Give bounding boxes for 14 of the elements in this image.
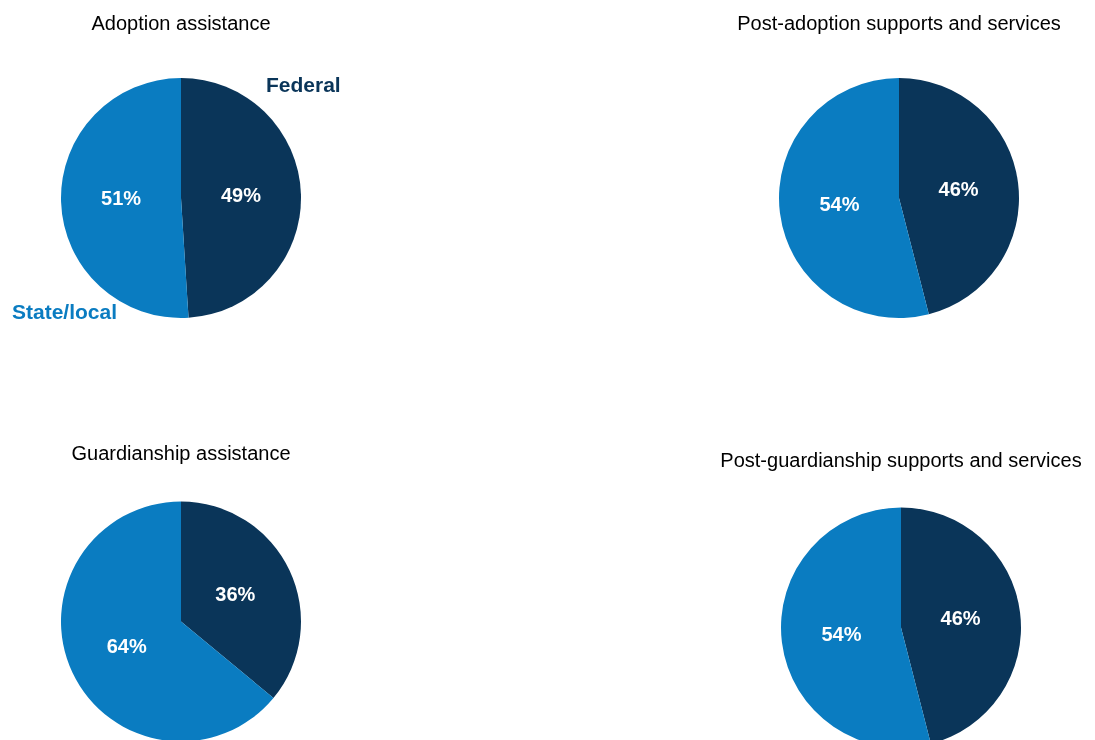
chart-title: Guardianship assistance <box>71 441 291 464</box>
data-label: 49% <box>220 183 262 206</box>
data-label: 54% <box>821 622 862 645</box>
data-label: 36% <box>215 583 256 606</box>
slice-label: Federal <box>265 73 341 97</box>
data-label: 54% <box>819 193 860 216</box>
data-label: 46% <box>938 178 979 200</box>
slice-label: State/local <box>12 299 118 323</box>
data-label: 64% <box>106 634 147 657</box>
chart-title: Post-guardianship supports and services <box>720 448 1082 471</box>
chart-title: Post-adoption supports and services <box>737 11 1061 34</box>
chart-title: Adoption assistance <box>91 11 271 34</box>
data-label: 51% <box>101 187 142 210</box>
data-label: 46% <box>940 607 981 630</box>
